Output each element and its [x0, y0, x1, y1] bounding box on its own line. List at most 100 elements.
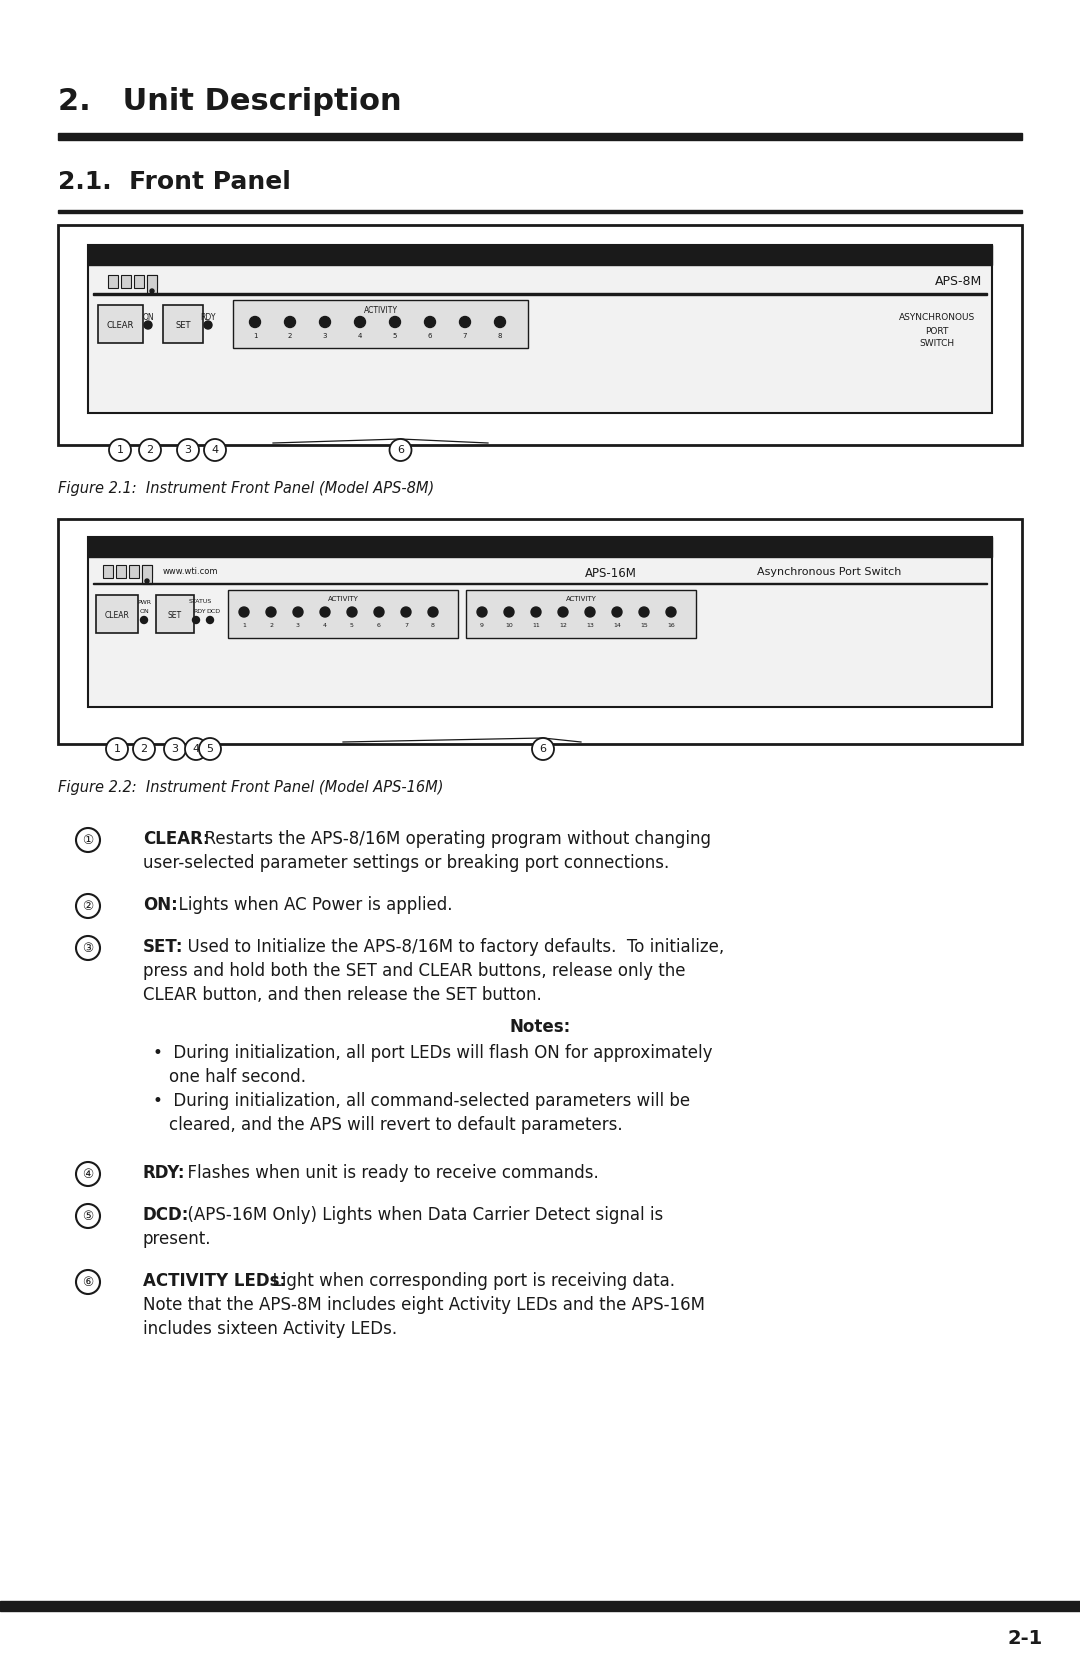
Circle shape	[374, 608, 384, 618]
Circle shape	[139, 439, 161, 461]
Text: ON: ON	[143, 314, 153, 322]
Text: Asynchronous Port Switch: Asynchronous Port Switch	[757, 567, 902, 577]
Circle shape	[495, 317, 505, 327]
Text: 10: 10	[505, 623, 513, 628]
Text: CLEAR:: CLEAR:	[143, 829, 210, 848]
Text: press and hold both the SET and CLEAR buttons, release only the: press and hold both the SET and CLEAR bu…	[143, 961, 686, 980]
Text: •  During initialization, all port LEDs will flash ON for approximately: • During initialization, all port LEDs w…	[153, 1045, 713, 1061]
Circle shape	[109, 439, 131, 461]
Text: ④: ④	[82, 1168, 94, 1180]
Text: 5: 5	[393, 334, 397, 339]
Circle shape	[266, 608, 276, 618]
Text: 1: 1	[253, 334, 257, 339]
Circle shape	[424, 317, 435, 327]
Circle shape	[390, 317, 401, 327]
Circle shape	[477, 608, 487, 618]
Text: 9: 9	[480, 623, 484, 628]
Text: one half second.: one half second.	[168, 1068, 306, 1087]
Circle shape	[133, 738, 156, 759]
Text: 4: 4	[323, 623, 327, 628]
Text: 14: 14	[613, 623, 621, 628]
Text: ⑥: ⑥	[82, 1275, 94, 1288]
Text: 2: 2	[147, 446, 153, 456]
Bar	[96, 596, 138, 633]
Text: ACTIVITY: ACTIVITY	[364, 305, 397, 315]
Circle shape	[284, 317, 296, 327]
Bar	[163, 305, 203, 344]
Bar	[465, 591, 696, 638]
Text: RDY: RDY	[200, 314, 216, 322]
Text: 1: 1	[117, 446, 123, 456]
Text: 6: 6	[540, 744, 546, 754]
Text: 7: 7	[462, 334, 468, 339]
Text: 4: 4	[212, 446, 218, 456]
Text: SET: SET	[167, 611, 183, 619]
Text: 3: 3	[172, 744, 178, 754]
Bar	[58, 210, 1022, 214]
Text: 3: 3	[185, 446, 191, 456]
Text: 13: 13	[586, 623, 594, 628]
Text: 2: 2	[140, 744, 148, 754]
Text: 6: 6	[428, 334, 432, 339]
Circle shape	[76, 1162, 100, 1187]
Bar	[58, 134, 1022, 140]
Text: APS-8M: APS-8M	[935, 275, 982, 289]
Circle shape	[401, 608, 411, 618]
Text: 4: 4	[192, 744, 200, 754]
Text: SET: SET	[175, 320, 191, 329]
Text: 12: 12	[559, 623, 567, 628]
Bar	[103, 566, 113, 577]
Text: user-selected parameter settings or breaking port connections.: user-selected parameter settings or brea…	[143, 855, 670, 871]
Text: 16: 16	[667, 623, 675, 628]
Text: 15: 15	[640, 623, 648, 628]
Text: ③: ③	[82, 941, 94, 955]
Text: 2.1.  Front Panel: 2.1. Front Panel	[58, 170, 291, 194]
Circle shape	[504, 608, 514, 618]
Bar	[156, 596, 194, 633]
Text: 2: 2	[287, 334, 293, 339]
Circle shape	[76, 1203, 100, 1228]
Bar	[116, 566, 126, 577]
Text: 4: 4	[357, 334, 362, 339]
Circle shape	[177, 439, 199, 461]
Text: DCD: DCD	[206, 609, 220, 614]
Text: (APS-16M Only) Lights when Data Carrier Detect signal is: (APS-16M Only) Lights when Data Carrier …	[177, 1207, 663, 1223]
Bar	[141, 566, 152, 577]
Bar	[228, 591, 458, 638]
Text: www.wti.com: www.wti.com	[163, 567, 218, 576]
Circle shape	[206, 616, 214, 624]
Text: RDY: RDY	[193, 609, 205, 614]
Text: CLEAR button, and then release the SET button.: CLEAR button, and then release the SET b…	[143, 986, 542, 1005]
Circle shape	[558, 608, 568, 618]
Circle shape	[239, 608, 249, 618]
Circle shape	[204, 439, 226, 461]
Text: 3: 3	[296, 623, 300, 628]
Text: •  During initialization, all command-selected parameters will be: • During initialization, all command-sel…	[153, 1092, 690, 1110]
Bar	[93, 294, 987, 295]
Text: CLEAR: CLEAR	[105, 611, 130, 619]
Text: 6: 6	[397, 446, 404, 456]
Text: ON: ON	[139, 609, 149, 614]
Bar	[98, 305, 143, 344]
Circle shape	[76, 1270, 100, 1293]
Text: 6: 6	[377, 623, 381, 628]
Text: Figure 2.1:  Instrument Front Panel (Model APS-8M): Figure 2.1: Instrument Front Panel (Mode…	[58, 481, 434, 496]
Circle shape	[320, 608, 330, 618]
Text: DCD:: DCD:	[143, 1207, 189, 1223]
Text: 2.   Unit Description: 2. Unit Description	[58, 87, 402, 117]
Bar	[87, 245, 993, 412]
Circle shape	[76, 828, 100, 851]
Circle shape	[666, 608, 676, 618]
Text: ON:: ON:	[143, 896, 178, 915]
Circle shape	[390, 439, 411, 461]
Circle shape	[199, 738, 221, 759]
Text: RDY:: RDY:	[143, 1163, 186, 1182]
Text: CLEAR: CLEAR	[106, 320, 134, 329]
Text: PWR: PWR	[137, 599, 151, 604]
Circle shape	[293, 608, 303, 618]
Circle shape	[185, 738, 207, 759]
Text: Flashes when unit is ready to receive commands.: Flashes when unit is ready to receive co…	[177, 1163, 598, 1182]
Bar	[0, 1601, 1080, 1611]
Text: 5: 5	[350, 623, 354, 628]
Text: SET:: SET:	[143, 938, 184, 956]
